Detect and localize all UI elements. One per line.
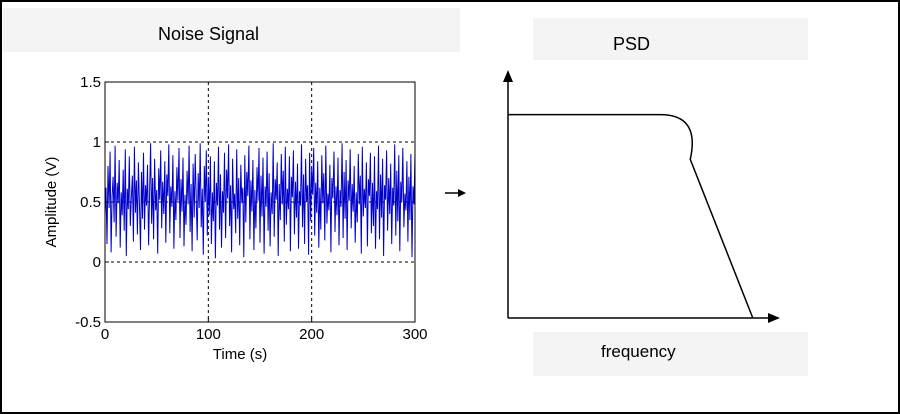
noise-y-tick-label: 1.5 <box>80 74 101 91</box>
noise-chart-title: Noise Signal <box>158 24 260 44</box>
psd-curve <box>508 113 754 319</box>
noise-x-tick-label: 0 <box>101 326 109 343</box>
psd-chart-title: PSD <box>613 34 651 54</box>
noise-signal-chart: 0 100 200 300-0.500.511.5 Time (s) Amplitud… <box>43 74 428 363</box>
arrow-icon <box>445 189 466 197</box>
noise-ticks: 0 100 200 300-0.500.511.5 <box>75 74 427 343</box>
noise-y-tick-label: 0 <box>93 254 101 271</box>
noise-y-tick-label: -0.5 <box>75 314 101 331</box>
psd-x-axis <box>508 313 780 323</box>
psd-title-band <box>533 18 808 60</box>
psd-x-axis-label: frequency <box>601 342 676 361</box>
noise-y-tick-label: 1 <box>93 134 101 151</box>
noise-x-axis-label: Time (s) <box>213 346 267 363</box>
psd-chart <box>503 70 780 323</box>
noise-title-band <box>3 8 460 52</box>
noise-x-tick-label: 200 <box>299 326 324 343</box>
x-axis-arrowhead-icon <box>768 313 780 323</box>
noise-series-line <box>104 143 416 259</box>
noise-y-axis-label: Amplitude (V) <box>43 157 60 248</box>
noise-y-tick-label: 0.5 <box>80 194 101 211</box>
noise-x-tick-label: 300 <box>402 326 427 343</box>
psd-xlabel-band <box>533 332 808 376</box>
y-axis-arrowhead-icon <box>503 70 513 82</box>
noise-x-tick-label: 100 <box>196 326 221 343</box>
psd-y-axis <box>503 70 513 318</box>
